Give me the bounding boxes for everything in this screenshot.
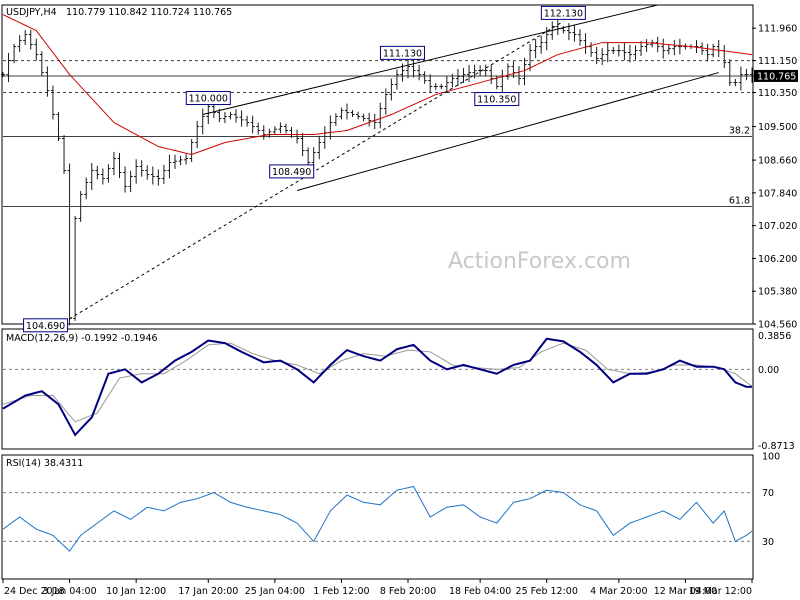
rsi-line [2,485,753,552]
price-bars [1,20,754,326]
chart-ohlc: 110.779 110.842 110.724 110.765 [66,7,232,18]
macd-y-tick-label: -0.8713 [758,441,795,452]
macd-line [2,337,753,437]
rsi-y-tick-label: 100 [762,452,780,463]
price-y-tick-label: 111.960 [758,24,797,35]
price-y-tick-label: 107.840 [758,188,797,199]
trendline-2 [202,4,658,116]
x-tick-label: 8 Feb 20:00 [380,586,436,597]
x-tick-label: 24 Dec 2018 [4,586,65,597]
annotation-label-1: 108.490 [272,167,311,178]
fib-label-4: 61.8 [729,195,750,206]
x-tick-label: 17 Jan 20:00 [178,586,238,597]
x-tick-label: 1 Feb 12:00 [313,586,369,597]
x-tick-label: 25 Jan 04:00 [245,586,305,597]
x-tick-label: 3 Jan 04:00 [43,586,97,597]
annotation-label-0: 104.690 [26,321,65,332]
annotation-box-2 [185,91,231,106]
price-series-layer [1,14,754,552]
rsi-panel-frame [1,454,754,580]
x-tick-label: 18 Feb 04:00 [449,586,511,597]
price-panel-frame [1,4,754,325]
annotation-label-5: 112.130 [544,8,583,19]
x-tick-label: 4 Mar 20:00 [590,586,647,597]
annotation-layer: 104.690 108.490 110.000 111.130 110.350 112.1… [23,4,719,333]
rsi-y-tick-label: 70 [762,488,774,499]
price-y-tick-label: 109.500 [758,122,797,133]
fib-label-3: 38.2 [729,126,750,137]
x-tick-label: 12 Mar 04:00 [654,586,717,597]
axis-layer: 111.960 111.150 110.765 110.350 109.500 108.6… [2,24,798,597]
moving-average-line [2,14,753,156]
annotation-label-2: 110.000 [189,94,228,105]
price-y-tick-label: 108.660 [758,156,797,167]
macd-signal-line [2,342,753,423]
chart-symbol: USDJPY,H4 [6,7,57,18]
x-tick-label: 25 Feb 12:00 [516,586,578,597]
annotation-box-5 [540,5,586,20]
watermark: ActionForex.com [448,249,631,274]
price-y-tick-label: 105.380 [758,287,797,298]
grid-layer: 38.2 61.8 [3,60,752,542]
macd-panel-frame [1,328,754,450]
price-y-tick-label: 104.560 [758,320,797,331]
annotation-box-3 [379,45,425,60]
annotation-box-0 [23,318,69,333]
x-tick-label: 19 Mar 12:00 [689,586,752,597]
macd-y-tick-label: 0.3856 [758,331,791,342]
price-y-tick-label: 110.350 [758,88,797,99]
x-tick-label: 10 Jan 12:00 [106,586,166,597]
price-y-tick-label: 107.020 [758,221,797,232]
annotation-box-1 [269,164,315,179]
annotation-label-3: 111.130 [383,48,422,59]
annotation-label-4: 110.350 [477,95,516,106]
price-y-tick-label: 106.200 [758,254,797,265]
annotation-box-4 [474,92,520,107]
current-price-label: 110.765 [757,71,796,82]
trendline-1 [296,72,719,191]
trendline-0 [69,20,564,320]
rsi-y-tick-label: 30 [762,537,774,548]
macd-y-tick-label: 0.00 [758,365,779,376]
current-price-bg [754,69,798,82]
rsi-title: RSI(14) 38.4311 [6,458,83,469]
macd-title: MACD(12,26,9) -0.1992 -0.1946 [6,333,158,344]
price-y-tick-label: 111.150 [758,56,797,67]
